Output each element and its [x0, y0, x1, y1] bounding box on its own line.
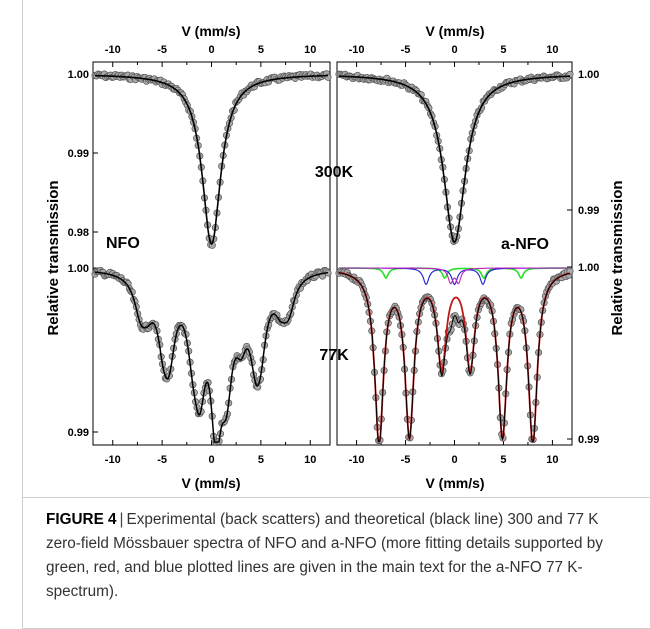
x-tick-label-bottom-right: -5 [401, 454, 411, 466]
y-tick-label-left: 1.00 [68, 263, 89, 275]
x-tick-label-top-right: 10 [546, 44, 558, 56]
fit-line-green-a-nfo-77k [339, 267, 570, 280]
x-tick-label-bottom-left: -10 [105, 454, 121, 466]
fit-line-nfo-77k [94, 271, 329, 443]
x-tick-label-top-left: 5 [258, 44, 264, 56]
x-axis-title-top-right: V (mm/s) [425, 23, 484, 39]
caption-text: Experimental (back scatters) and theoret… [46, 511, 603, 600]
y-tick-label-right: 1.00 [578, 262, 599, 274]
y-tick-label-right: 1.00 [578, 69, 599, 81]
y-tick-label-left: 1.00 [68, 69, 89, 81]
x-tick-label-top-right: 0 [451, 44, 457, 56]
x-tick-label-bottom-right: 5 [500, 454, 506, 466]
caption-label: FIGURE 4 [46, 511, 117, 528]
x-tick-label-bottom-left: 5 [258, 454, 264, 466]
y-tick-label-left: 0.99 [68, 427, 89, 439]
fit-line-a-nfo-300k [339, 75, 570, 243]
x-axis-title-top-left: V (mm/s) [181, 23, 240, 39]
x-tick-label-top-right: -10 [349, 44, 365, 56]
y-tick-label-left: 0.99 [68, 148, 89, 160]
fit-line-nfo-300k [95, 74, 328, 245]
label-a-nfo: a-NFO [501, 236, 549, 253]
x-tick-label-top-right: -5 [401, 44, 411, 56]
x-tick-label-top-left: 0 [208, 44, 214, 56]
y-axis-title-left: Relative transmission [45, 180, 62, 335]
y-tick-label-left: 0.98 [68, 227, 89, 239]
fit-line-magenta-a-nfo-77k [339, 267, 570, 285]
x-tick-label-bottom-left: -5 [157, 454, 167, 466]
x-tick-label-bottom-right: 0 [451, 454, 457, 466]
x-tick-label-bottom-right: 10 [546, 454, 558, 466]
x-tick-label-top-left: 10 [304, 44, 316, 56]
label-77k: 77K [319, 347, 349, 364]
figure-caption: FIGURE 4 | Experimental (back scatters) an… [46, 508, 636, 604]
label-nfo: NFO [106, 235, 140, 252]
mossbauer-figure: -10 -10 -5 -5 0 0 5 5 10 10 -10 -10 -5 -5 0 0 5 5 10 10 1.00… [45, 23, 626, 491]
label-300k: 300K [315, 164, 354, 181]
caption-divider: | [119, 511, 124, 528]
y-tick-label-right: 0.99 [578, 434, 599, 446]
x-tick-label-top-left: -10 [105, 44, 121, 56]
x-axis-title-bottom-right: V (mm/s) [425, 475, 484, 491]
x-tick-label-bottom-left: 0 [208, 454, 214, 466]
x-tick-label-bottom-right: -10 [349, 454, 365, 466]
y-axis-title-right: Relative transmission [609, 180, 626, 335]
fit-line-a-nfo-77k [338, 272, 571, 442]
x-tick-label-bottom-left: 10 [304, 454, 316, 466]
x-axis-title-bottom-left: V (mm/s) [181, 475, 240, 491]
y-tick-label-right: 0.99 [578, 205, 599, 217]
x-tick-label-top-right: 5 [500, 44, 506, 56]
caption-separator [22, 497, 650, 498]
x-tick-label-top-left: -5 [157, 44, 167, 56]
